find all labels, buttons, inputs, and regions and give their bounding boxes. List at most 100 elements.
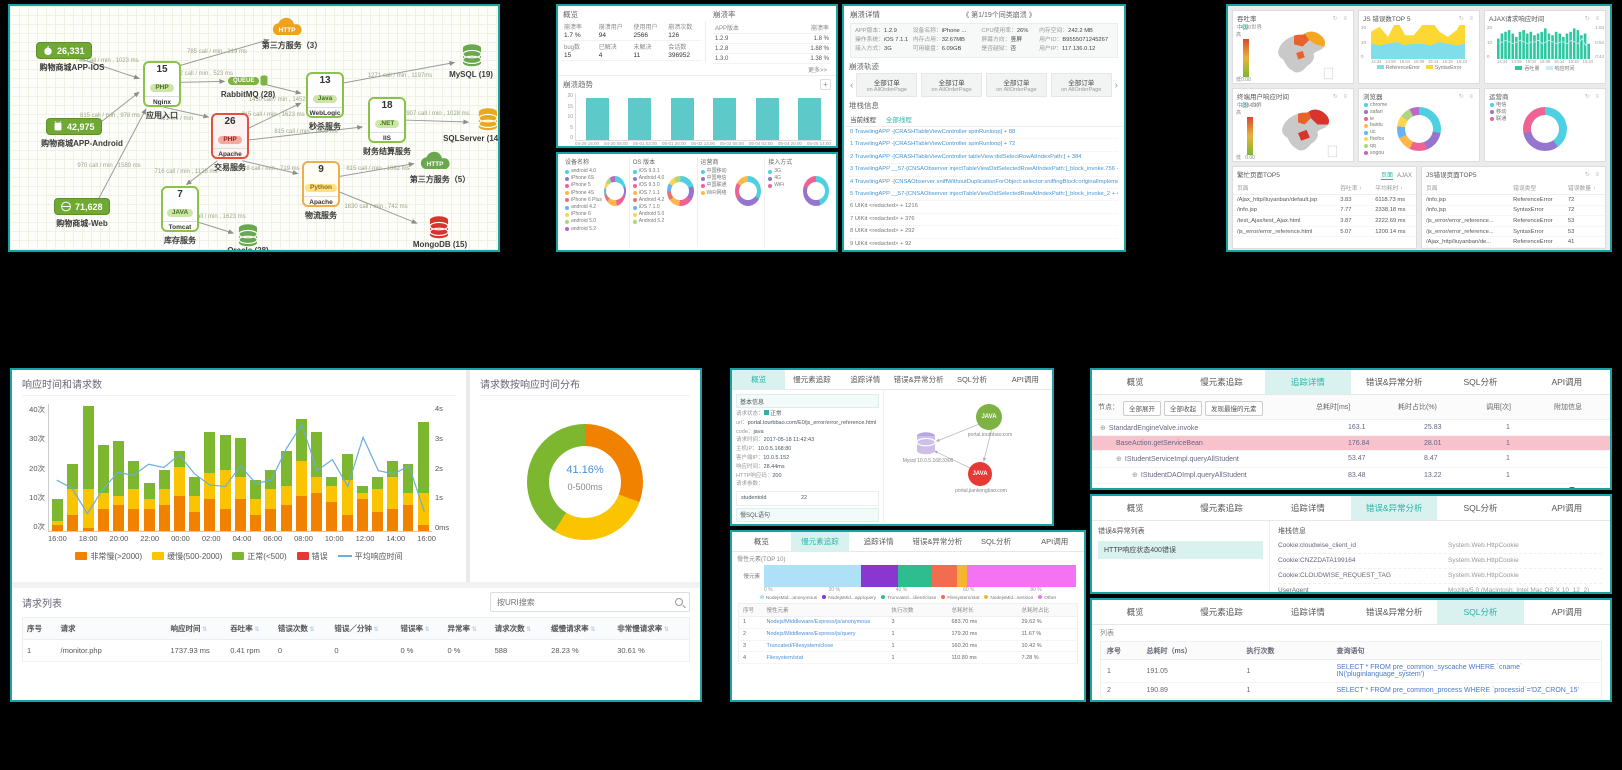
column-header[interactable]: 错误／分钟	[330, 617, 397, 640]
tab-current-thread[interactable]: 当前线程	[850, 117, 876, 124]
request-bar[interactable]	[157, 404, 172, 531]
slow-element-row[interactable]: 1 Nodejs/Middleware/Express/js/anonymous 3…	[738, 616, 1078, 629]
column-header[interactable]: 执行次数	[887, 603, 948, 617]
crash-pager[interactable]: 《 第1/19个同类崩溃 》	[962, 11, 1036, 19]
column-header[interactable]: 页面	[1233, 181, 1337, 195]
tab-5[interactable]: SQL分析	[1463, 377, 1498, 387]
tab-5[interactable]: SQL分析	[981, 537, 1012, 546]
tab-4[interactable]: 错误&异常分析	[1350, 496, 1438, 520]
mysql-db-icon[interactable]	[916, 432, 936, 456]
table-row[interactable]: /info.jsp 7.77 2338.18 ms	[1233, 205, 1416, 217]
card-action-icons[interactable]: ↻ ≡	[1584, 15, 1601, 22]
table-row[interactable]: /info.jsp ReferenceError 72	[1422, 194, 1605, 206]
card-action-icons[interactable]: ↻ ≡	[1458, 93, 1475, 100]
card-action-icons[interactable]: ↻ ≡	[1584, 93, 1601, 100]
tab-5[interactable]: SQL分析	[1437, 600, 1524, 624]
tab-3[interactable]: 追踪详情	[1264, 370, 1351, 394]
tab-2[interactable]: 慢元素追踪	[1200, 503, 1243, 513]
column-header[interactable]: 缓慢请求率	[547, 617, 614, 640]
column-header[interactable]: 平均耗时 ↑	[1371, 181, 1416, 195]
rate-row[interactable]: 1.2.9 1.8 %	[713, 34, 831, 44]
column-header[interactable]: 吞吐率 ↑	[1336, 181, 1372, 195]
column-header[interactable]: 页面	[1422, 181, 1510, 195]
column-header[interactable]: 序号	[738, 603, 763, 617]
healthy-app-node[interactable]: JAVA	[976, 404, 1002, 430]
table-row[interactable]: /test_Ajax/test_Ajax.html 3.87 2222.69 ms	[1233, 215, 1416, 227]
queue-node-rabbitmq[interactable]: QUEUE	[228, 75, 268, 86]
request-bar[interactable]	[111, 404, 126, 531]
request-bar[interactable]	[233, 404, 248, 531]
request-bar[interactable]	[141, 404, 156, 531]
service-node-entry[interactable]: 15 PHP Nginx	[143, 61, 181, 107]
breadcrumb-step[interactable]: 全部订单 on AllOrderPage	[986, 73, 1047, 97]
column-header[interactable]: 错误类型	[1509, 181, 1564, 195]
database-icon[interactable]	[1568, 487, 1576, 488]
column-header[interactable]: 执行次数	[1240, 641, 1331, 661]
tab-6[interactable]: API调用	[1041, 537, 1069, 546]
tab-all-threads[interactable]: 全部线程	[885, 117, 912, 124]
request-bar[interactable]	[309, 404, 324, 531]
tab-china[interactable]: 中国	[1237, 25, 1249, 31]
app-node-ios[interactable]: 26,331	[36, 42, 92, 59]
card-action-icons[interactable]: ↻ ≡	[1332, 93, 1349, 100]
tab-6[interactable]: API调用	[1551, 377, 1583, 387]
tab-1[interactable]: 概览	[1126, 607, 1144, 617]
column-header[interactable]: 错误次数	[273, 617, 331, 640]
tab-1[interactable]: 概览	[732, 370, 786, 389]
service-node-inventory[interactable]: 7 JAVA Tomcat	[161, 186, 199, 232]
tab-3[interactable]: 追踪详情	[850, 375, 881, 384]
database-node-oracle[interactable]	[238, 224, 258, 250]
column-header[interactable]: 吞吐率	[226, 617, 274, 640]
chevron-right-icon[interactable]: ›	[1114, 79, 1118, 91]
table-row[interactable]: /Ajax_http/liuyanban/de... ReferenceError…	[1422, 236, 1605, 248]
card-action-icons[interactable]: ↻ ≡	[1458, 15, 1475, 22]
rate-row[interactable]: 1.3.0 1.38 %	[713, 54, 831, 64]
column-header[interactable]: 请求	[56, 617, 167, 640]
request-bar[interactable]	[324, 404, 339, 531]
service-node-finance[interactable]: 18 .NET IIS	[368, 97, 406, 143]
tab-6[interactable]: API调用	[1551, 607, 1583, 617]
tab-ajax[interactable]: AJAX	[1396, 172, 1412, 179]
tab-world[interactable]: 世界	[1251, 25, 1263, 31]
table-row[interactable]: /js_error/error_reference... ReferenceErr…	[1422, 215, 1605, 227]
tab-3[interactable]: 追踪详情	[1290, 607, 1325, 617]
toolbar-button[interactable]: 全部展开	[1123, 400, 1161, 416]
search-input[interactable]	[497, 597, 675, 607]
request-bar[interactable]	[370, 404, 385, 531]
request-bar[interactable]	[400, 404, 415, 531]
request-bar[interactable]	[96, 404, 111, 531]
error-list-item[interactable]: HTTP响应状态400错误	[1098, 541, 1263, 559]
critical-app-node[interactable]: JAVA	[968, 462, 992, 486]
column-header[interactable]: 请求次数	[490, 617, 548, 640]
tab-1[interactable]: 概览	[1126, 503, 1144, 513]
column-header[interactable]: 错误数量 ↑	[1563, 181, 1605, 195]
request-bar[interactable]	[355, 404, 370, 531]
column-header[interactable]: 总耗时（ms）	[1140, 641, 1241, 661]
request-bar[interactable]	[248, 404, 263, 531]
database-node-sqlserver[interactable]	[478, 108, 498, 137]
column-header[interactable]: 响应时间	[166, 617, 227, 640]
tab-2[interactable]: 慢元素追踪	[1200, 607, 1243, 617]
tab-2[interactable]: 慢元素追踪	[793, 375, 831, 384]
request-row[interactable]: 1/monitor.php 1737.93 ms 0.41 rpm 0 0 0 % 0 % 5…	[22, 639, 690, 662]
tab-1[interactable]: 概览	[1126, 377, 1144, 387]
tab-6[interactable]: API调用	[1011, 375, 1039, 384]
rate-row[interactable]: 1.2.8 1.88 %	[713, 44, 831, 54]
slow-element-row[interactable]: 4 Filesystem/stat 1 110.80 ms 7.28 %	[738, 651, 1078, 665]
request-bar[interactable]	[339, 404, 354, 531]
tab-4[interactable]: 错误&异常分析	[1365, 607, 1423, 617]
request-bar[interactable]	[65, 404, 80, 531]
expand-icon[interactable]: ⊕	[1100, 424, 1106, 432]
tab-3[interactable]: 追踪详情	[863, 537, 894, 546]
search-icon[interactable]	[675, 598, 683, 606]
request-bar[interactable]	[202, 404, 217, 531]
service-node-seckill[interactable]: 13 Java WebLogic	[306, 72, 344, 118]
chevron-left-icon[interactable]: ‹	[850, 79, 854, 91]
database-node-mysql[interactable]	[462, 44, 482, 73]
trace-tree-row[interactable]: ⊕ IStudentServiceImpl.queryAllStudent 53.4…	[1092, 450, 1610, 468]
expand-icon[interactable]: ⊕	[1132, 472, 1138, 480]
request-bar[interactable]	[80, 404, 95, 531]
table-row[interactable]: /js_error/error_reference... SyntaxError 5…	[1422, 226, 1605, 238]
sql-row[interactable]: 1 191.05 1 SELECT * FROM pre_common_syscach…	[1100, 659, 1602, 684]
request-bar[interactable]	[187, 404, 202, 531]
